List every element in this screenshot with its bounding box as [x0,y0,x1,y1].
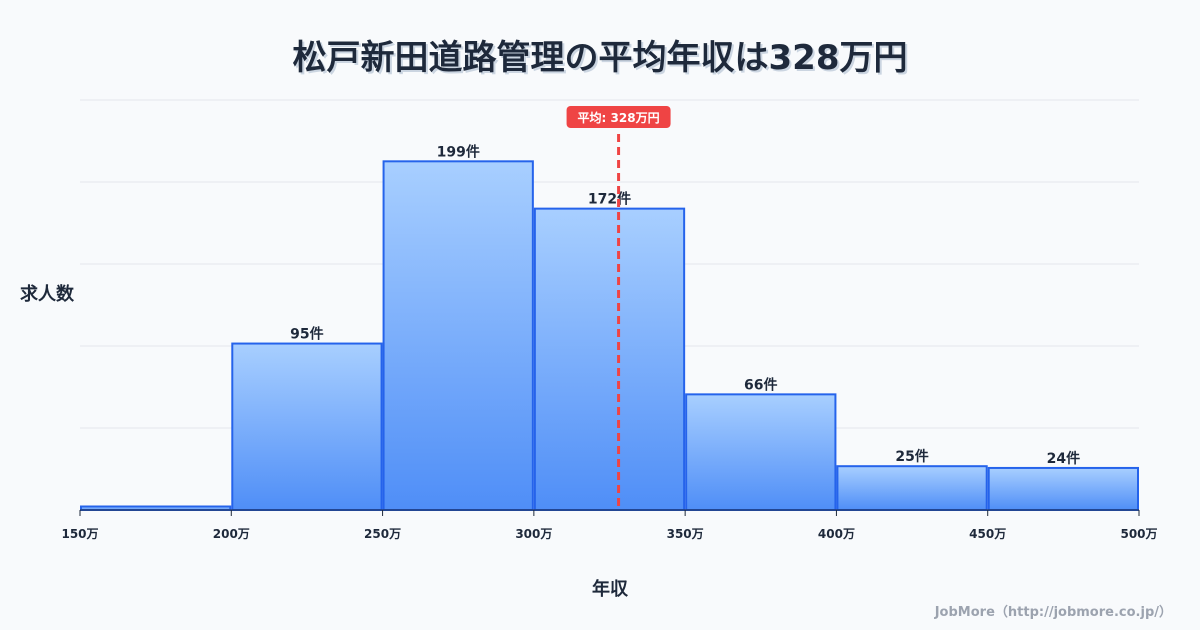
histogram-bar [533,207,686,511]
x-tick-label: 200万 [213,527,250,541]
footer-credit: JobMore（http://jobmore.co.jp/） [934,605,1172,620]
x-tick-label: 250万 [364,527,401,541]
histogram-bar [231,342,383,511]
bar-data-label: 95件 [290,326,323,343]
chart-title: 松戸新田道路管理の平均年収は328万円 [292,38,908,78]
histogram-bar [382,160,534,511]
bar-data-label: 172件 [588,191,631,208]
mean-label: 平均: 328万円 [578,110,660,125]
x-axis-label: 年収 [592,579,628,600]
bar-data-label: 25件 [895,448,928,465]
x-tick-label: 350万 [667,527,704,541]
histogram-bar [80,505,232,512]
histogram-bar [685,393,837,512]
x-tick-label: 400万 [818,527,855,541]
bar-data-label: 24件 [1047,450,1080,467]
bar-data-label: 66件 [744,376,777,393]
histogram-bar [987,466,1140,512]
mean-badge [566,106,671,128]
bar-data-label: 199件 [437,143,480,160]
x-tick-label: 300万 [515,527,552,541]
x-tick-label: 450万 [969,527,1006,541]
x-tick-label: 150万 [61,527,98,541]
y-axis-label: 求人数 [20,284,74,305]
x-tick-label: 500万 [1120,527,1157,541]
histogram-bar [836,465,988,512]
